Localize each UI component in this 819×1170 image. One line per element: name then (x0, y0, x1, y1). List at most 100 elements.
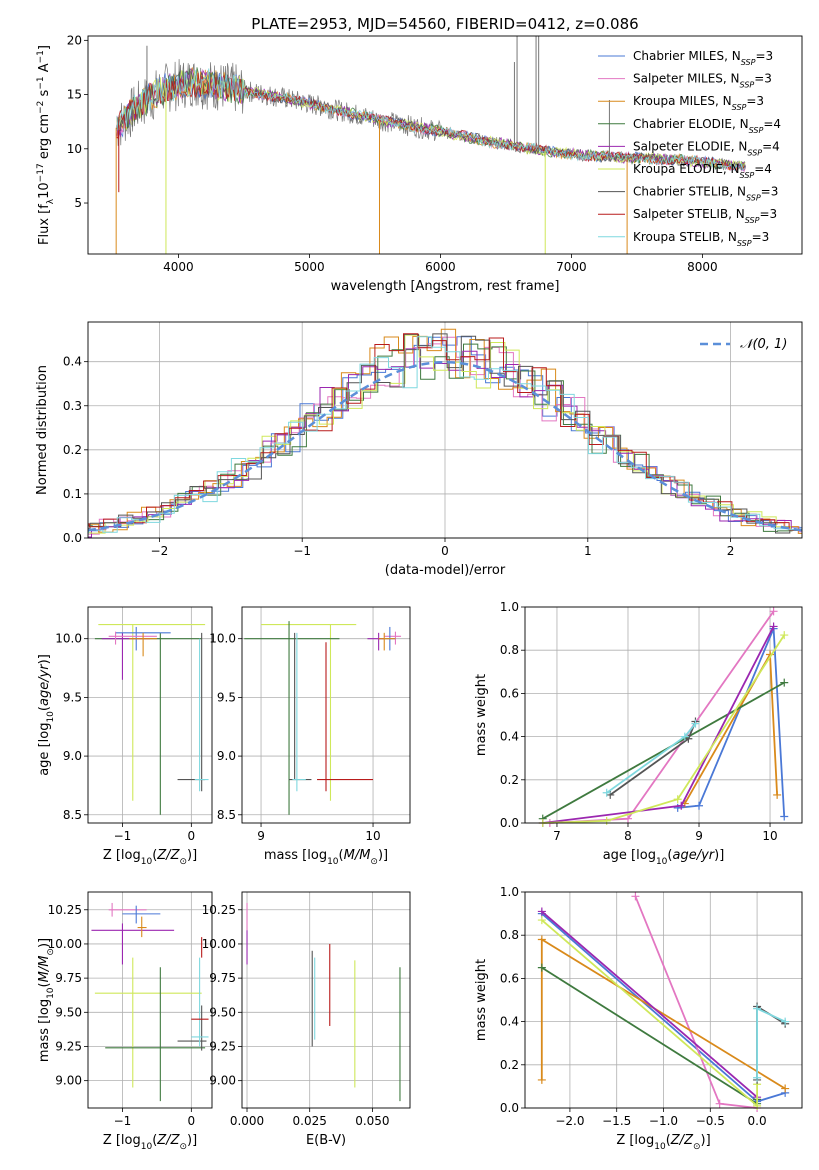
mass-weight-marker (537, 907, 546, 916)
x-tick-label: 9 (257, 829, 265, 843)
label-part: )] (187, 1133, 197, 1148)
x-tick-label: 10 (365, 829, 380, 843)
y-tick-label: 10.25 (48, 903, 82, 917)
y-tick-label: 10.25 (202, 903, 236, 917)
y-axis-label: Flux [fλ10−17 erg cm−2 s−1 A−1] (36, 45, 56, 245)
gaussian-curve (88, 360, 802, 532)
legend-text: Chabrier ELODIE, N (633, 117, 749, 131)
legend-sub: SSP (740, 171, 755, 180)
y-tick-label: 9.00 (55, 1074, 82, 1088)
label-part: mass [log (37, 999, 52, 1062)
x-axis-label: wavelength [Angstrom, rest frame] (331, 279, 560, 294)
y-tick-label: 9.5 (217, 690, 236, 704)
y-tick-label: 0.2 (500, 773, 519, 787)
legend-text: Chabrier STELIB, N (633, 185, 746, 199)
legend-tail: =3 (752, 230, 770, 244)
errorbar-panel: −1 08.59.09.510.0Z [log10(Z/Z⊙)]age [log1… (37, 606, 213, 867)
y-tick-label: 10.00 (48, 937, 82, 951)
axes-frame (524, 891, 803, 1109)
x-tick-label: −1 (114, 829, 132, 843)
label-part: 10 (37, 182, 52, 199)
legend-text: Kroupa ELODIE, N (633, 162, 740, 176)
y-tick-label: 1.0 (500, 600, 519, 614)
label-part: −1 (36, 50, 46, 63)
x-tick-label: 0 (188, 829, 196, 843)
y-tick-label: 9.25 (55, 1039, 82, 1053)
label-part: Flux [f (37, 204, 52, 245)
axes-frame (87, 321, 803, 539)
label-part: )] (37, 654, 52, 664)
y-tick-label: 0.0 (500, 1101, 519, 1115)
label-part: mass weight (474, 674, 489, 756)
legend-tail: =4 (762, 139, 780, 153)
label-part: −17 (36, 163, 46, 182)
y-tick-label: 10.0 (55, 632, 82, 646)
label-part: Z [log (616, 1133, 654, 1148)
x-tick-label: 0.050 (355, 1114, 389, 1128)
label-part: ⊙ (179, 1142, 187, 1152)
mass-weight-marker (753, 1004, 762, 1013)
mass-weight-panel: −2.0 −1.5 −1.0 −0.5 0.0 0.0 0.2 0.4 0.6 0.8 1.0 Z [… (474, 885, 803, 1152)
label-part: 10 (141, 1142, 153, 1152)
y-tick-label: 9.0 (63, 749, 82, 763)
y-tick-label: 9.5 (63, 690, 82, 704)
legend-tail: =3 (755, 49, 773, 63)
label-part: Z/Z (156, 1133, 180, 1148)
y-tick-label: 9.00 (209, 1074, 236, 1088)
legend-text: Salpeter MILES, N (633, 72, 740, 86)
label-part: Z [log (103, 1133, 141, 1148)
legend-entry: Salpeter STELIB, NSSP=3 (633, 207, 777, 225)
x-tick-label: −1 (114, 1114, 132, 1128)
legend-tail: =4 (763, 117, 781, 131)
label-part: ( (339, 848, 344, 863)
label-part: −1 (36, 76, 46, 89)
mass-weight-marker (691, 719, 700, 728)
mass-weight-marker (673, 795, 682, 804)
y-tick-label: 0.6 (500, 971, 519, 985)
label-part: ( (666, 1133, 671, 1148)
label-part: age/yr (672, 848, 715, 863)
label-part: 10 (654, 1142, 666, 1152)
y-tick-label: 10.00 (202, 937, 236, 951)
residual-histogram (88, 333, 802, 534)
residual-histogram (88, 336, 802, 532)
label-part: mass [log (264, 848, 327, 863)
x-tick-label: −2 (151, 544, 169, 558)
y-axis-label: age [log10(age/yr)] (37, 654, 56, 776)
mass-weight-marker (537, 963, 546, 972)
x-tick-label: −0.5 (696, 1114, 725, 1128)
label-part: age/yr (37, 663, 52, 706)
label-part: ] (37, 45, 52, 50)
spectrum-lines (115, 36, 747, 254)
label-part: ( (37, 982, 52, 987)
mass-weight-marker (781, 1017, 790, 1026)
legend-tail: =4 (754, 162, 772, 176)
legend-sub: SSP (747, 148, 762, 157)
label-part: )] (37, 938, 52, 948)
errorbar-panel: 0.000 0.025 0.050 9.00 9.25 9.50 9.75 10.00 10.2… (202, 891, 411, 1148)
legend-entry: Salpeter MILES, NSSP=3 (633, 72, 772, 90)
x-tick-label: 5000 (294, 260, 325, 274)
legend-tail: =3 (754, 72, 772, 86)
y-tick-label: 0.4 (63, 355, 82, 369)
mass-weight-marker (753, 1073, 762, 1082)
mass-weight-line (542, 681, 785, 820)
y-tick-label: 20 (67, 33, 82, 47)
spectrum-panel: 4000 5000 6000 7000 8000 5 10 15 20 wavelength [A… (36, 33, 803, 294)
x-axis-label: E(B-V) (306, 1133, 346, 1148)
x-tick-label: 7000 (556, 260, 587, 274)
residual-histogram (88, 348, 802, 538)
residual-panel: −2 −1 0 1 2 0.0 0.1 0.2 0.3 0.4 (data-model)/error… (35, 321, 803, 578)
legend-text: Salpeter STELIB, N (633, 207, 745, 221)
x-tick-label: 1 (584, 544, 592, 558)
axes-frame (87, 35, 803, 255)
x-tick-label: 0.0 (748, 1114, 767, 1128)
label-part: age [log (603, 848, 656, 863)
y-tick-label: 0.8 (500, 928, 519, 942)
mass-weight-line (677, 628, 786, 817)
label-part: ⊙ (46, 948, 56, 956)
mass-weight-marker (602, 788, 611, 797)
y-tick-label: 0.4 (500, 1015, 519, 1029)
